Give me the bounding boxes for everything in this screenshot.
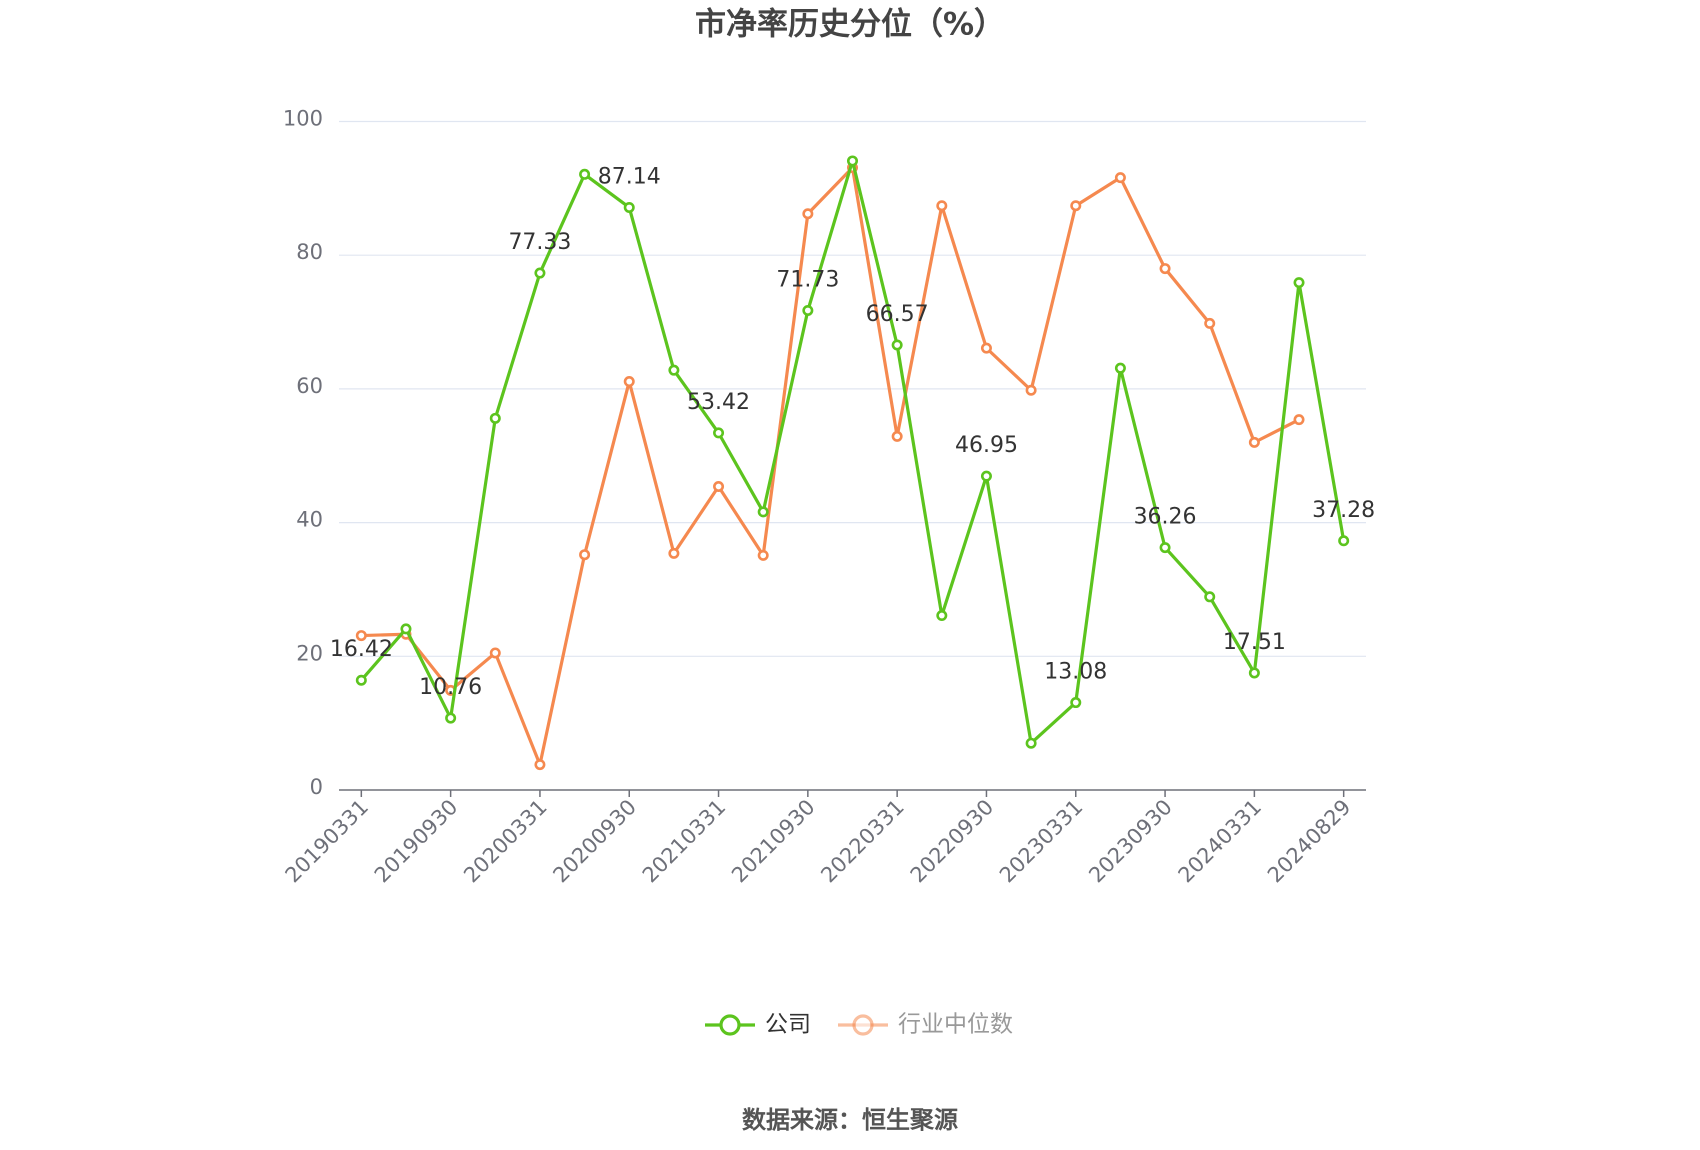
legend-label: 公司 xyxy=(765,1012,811,1038)
x-tick-label: 20230331 xyxy=(995,795,1088,888)
x-tick-label: 20220331 xyxy=(816,795,909,888)
data-point xyxy=(713,481,725,493)
data-label: 13.08 xyxy=(1044,660,1107,685)
data-point xyxy=(1070,200,1082,212)
y-tick-label: 100 xyxy=(283,107,323,131)
data-point xyxy=(1204,591,1216,603)
data-point xyxy=(846,155,858,167)
data-point xyxy=(1025,737,1037,749)
data-point xyxy=(713,427,725,439)
data-point xyxy=(936,610,948,622)
data-label: 36.26 xyxy=(1134,505,1197,530)
y-tick-label: 20 xyxy=(296,641,323,665)
data-point xyxy=(1248,436,1260,448)
x-tick-label: 20210331 xyxy=(638,795,731,888)
x-tick-label: 20230930 xyxy=(1084,795,1177,888)
data-point xyxy=(1159,263,1171,275)
x-tick-label: 20190930 xyxy=(370,795,463,888)
x-tick-label: 20200930 xyxy=(548,795,641,888)
source-note: 数据来源：恒生聚源 xyxy=(742,1106,958,1134)
data-point xyxy=(1204,317,1216,329)
legend-marker xyxy=(719,1014,741,1036)
y-tick-label: 0 xyxy=(310,775,323,799)
data-point xyxy=(534,267,546,279)
chart-title: 市净率历史分位（%） xyxy=(695,7,1005,43)
data-point xyxy=(757,549,769,561)
data-label: 16.42 xyxy=(330,637,393,662)
y-tick-label: 60 xyxy=(296,374,323,398)
data-point xyxy=(891,430,903,442)
data-point xyxy=(668,547,680,559)
data-point xyxy=(534,759,546,771)
data-point xyxy=(891,339,903,351)
data-point xyxy=(355,630,367,642)
data-point xyxy=(623,376,635,388)
data-point xyxy=(579,549,591,561)
data-point xyxy=(1025,384,1037,396)
data-point xyxy=(1114,172,1126,184)
data-label: 66.57 xyxy=(866,302,929,327)
data-point xyxy=(400,623,412,635)
data-point xyxy=(579,168,591,180)
data-point xyxy=(1248,667,1260,679)
data-point xyxy=(802,208,814,220)
data-point xyxy=(355,674,367,686)
data-point xyxy=(802,304,814,316)
legend-marker xyxy=(852,1014,874,1036)
series-line xyxy=(361,166,1300,767)
x-tick-label: 20210930 xyxy=(727,795,820,888)
data-point xyxy=(980,470,992,482)
data-point xyxy=(1293,277,1305,289)
data-label: 87.14 xyxy=(598,164,661,189)
x-tick-label: 20200331 xyxy=(459,795,552,888)
data-label: 71.73 xyxy=(776,267,839,292)
data-point xyxy=(489,647,501,659)
data-point xyxy=(1293,414,1305,426)
x-tick-label: 20240829 xyxy=(1263,795,1356,888)
data-point xyxy=(1338,535,1350,547)
data-label: 53.42 xyxy=(687,390,750,415)
x-tick-label: 20190331 xyxy=(281,795,374,888)
data-point xyxy=(1159,542,1171,554)
data-label: 46.95 xyxy=(955,433,1018,458)
data-point xyxy=(623,201,635,213)
data-label: 77.33 xyxy=(508,230,571,255)
x-tick-label: 20240331 xyxy=(1174,795,1267,888)
data-point xyxy=(980,342,992,354)
data-point xyxy=(1114,362,1126,374)
data-point xyxy=(936,200,948,212)
data-point xyxy=(757,506,769,518)
data-point xyxy=(445,712,457,724)
y-tick-label: 80 xyxy=(296,240,323,264)
data-label: 10.76 xyxy=(419,675,482,700)
data-point xyxy=(489,412,501,424)
y-tick-label: 40 xyxy=(296,508,323,532)
x-tick-label: 20220930 xyxy=(906,795,999,888)
data-label: 37.28 xyxy=(1312,498,1375,523)
legend-label: 行业中位数 xyxy=(898,1012,1013,1038)
data-label: 17.51 xyxy=(1223,630,1286,655)
data-point xyxy=(1070,697,1082,709)
data-point xyxy=(668,364,680,376)
